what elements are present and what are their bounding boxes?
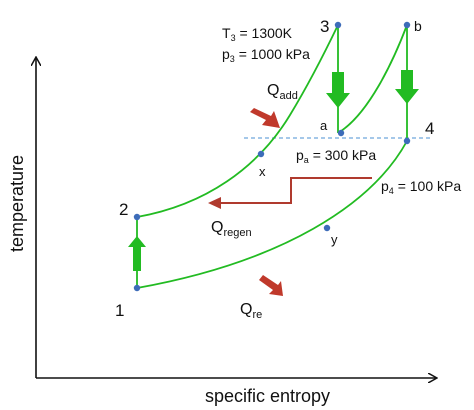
label-state-3: 3 xyxy=(320,17,329,36)
label-state-a: a xyxy=(320,118,328,133)
p3-annotation: p3 = 1000 kPa xyxy=(222,46,310,64)
label-state-b: b xyxy=(414,18,422,34)
point-2 xyxy=(133,213,141,221)
point-b xyxy=(403,21,411,29)
point-4 xyxy=(403,137,411,145)
y-axis-label: temperature xyxy=(7,155,27,252)
label-state-y: y xyxy=(331,232,338,247)
point-3 xyxy=(334,21,342,29)
qregen-arrow-line xyxy=(221,177,372,204)
qregen-label: Qregen xyxy=(211,219,252,239)
heat-rejection-curve-4-1 xyxy=(136,140,408,289)
point-1 xyxy=(133,284,141,292)
pa-annotation: pa = 300 kPa xyxy=(296,147,376,165)
compression-arrow xyxy=(128,236,146,271)
t3-annotation: T3 = 1300K xyxy=(222,25,293,43)
label-state-1: 1 xyxy=(115,301,124,320)
label-state-2: 2 xyxy=(119,200,128,219)
point-x xyxy=(257,150,265,158)
heat-addition-curve-2-3 xyxy=(136,24,339,218)
label-state-x: x xyxy=(259,164,266,179)
qre-label: Qre xyxy=(240,301,262,321)
reheat-curve-a-b xyxy=(337,24,408,134)
expansion-arrow-b4 xyxy=(395,70,419,104)
x-axis-label: specific entropy xyxy=(205,386,330,406)
point-a xyxy=(337,129,345,137)
qregen-arrowhead xyxy=(208,197,221,209)
qadd-label: Qadd xyxy=(267,82,298,102)
point-y xyxy=(323,224,331,232)
label-state-4: 4 xyxy=(425,119,434,138)
expansion-arrow-3a xyxy=(326,72,350,108)
qadd-arrow xyxy=(250,108,280,128)
qre-arrow xyxy=(259,275,283,296)
p4-annotation: p4 = 100 kPa xyxy=(381,178,461,196)
